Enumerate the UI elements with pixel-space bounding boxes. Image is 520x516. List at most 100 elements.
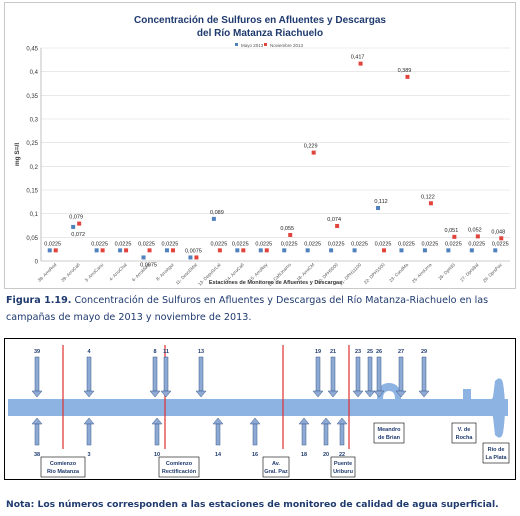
- river-diagram-panel: 39 4 8 11 13 19 21 23 25 26 27 29 38 3 10 14 16 18 20 22 Com…: [4, 338, 516, 480]
- label-line: de Brian: [378, 435, 401, 441]
- point-mayo: [493, 248, 498, 253]
- tributary-arrow-bottom: [151, 417, 163, 446]
- arrow-shaft: [315, 356, 321, 392]
- data-label: 0,389: [398, 68, 412, 74]
- series-noviembre: [53, 61, 504, 260]
- y-tick-label: 0,1: [30, 212, 39, 218]
- arrow-head: [395, 390, 407, 398]
- river-diagram: 39 4 8 11 13 19 21 23 25 26 27 29 38 3 10 14 16 18 20 22 Com…: [8, 345, 510, 478]
- x-tick-label: 26- DprldS: [437, 262, 456, 281]
- arrow-head: [31, 417, 43, 425]
- boundary-label: Comienzo Río Matanza: [40, 456, 86, 478]
- tributary-arrow-top: [418, 356, 430, 398]
- tributary-arrow-top: [31, 356, 43, 398]
- river-channel: [8, 399, 508, 416]
- point-noviembre: [170, 248, 175, 253]
- arrow-shaft: [355, 356, 361, 392]
- data-label: 0,0225: [398, 241, 415, 247]
- point-mayo: [305, 248, 310, 253]
- series-mayo: [47, 205, 498, 260]
- data-label: 0,122: [421, 194, 435, 200]
- x-tick-label: 39- ArroCañ: [60, 262, 81, 283]
- station-number-bottom: 14: [215, 452, 222, 458]
- arrow-head: [212, 417, 224, 425]
- station-number-top: 8: [153, 349, 156, 355]
- arrow-head: [364, 390, 376, 398]
- data-label: 0,0225: [91, 241, 108, 247]
- tributary-arrow-top: [83, 356, 95, 398]
- station-number-bottom: 3: [87, 452, 90, 458]
- arrow-shaft: [252, 423, 258, 446]
- data-label: 0,229: [304, 144, 318, 150]
- label-box: [158, 456, 200, 478]
- label-line: Comienzo: [50, 461, 77, 467]
- label-line: La Plata: [485, 455, 507, 461]
- data-label: 0,417: [351, 55, 365, 61]
- data-label: 0,0225: [210, 241, 227, 247]
- data-label: 0,0225: [468, 241, 485, 247]
- x-tick-label: 22- DPH1500: [363, 262, 386, 285]
- arrow-head: [149, 390, 161, 398]
- station-number-top: 4: [87, 349, 91, 355]
- station-number-top: 19: [315, 349, 321, 355]
- legend-marker-mayo: [235, 43, 238, 46]
- point-noviembre: [358, 61, 363, 66]
- y-axis-label: mg S=/l: [14, 143, 21, 166]
- data-label: 0,0225: [492, 241, 509, 247]
- tributary-arrow-bottom: [83, 417, 95, 446]
- station-number-bottom: 38: [34, 452, 40, 458]
- arrow-shaft: [152, 356, 158, 392]
- data-label: 0,072: [71, 232, 85, 238]
- data-label: 0,0225: [281, 241, 298, 247]
- tributary-arrow-bottom: [320, 417, 332, 446]
- arrow-shaft: [339, 423, 345, 446]
- label-line: Meandro: [378, 427, 402, 433]
- label-box: [262, 456, 290, 478]
- tributary-arrow-top: [195, 356, 207, 398]
- station-number-bottom: 16: [252, 452, 258, 458]
- y-tick-label: 0: [35, 260, 39, 266]
- x-tick-label: 18- ArroCM: [296, 262, 316, 282]
- data-label: 0,0225: [304, 241, 321, 247]
- point-noviembre: [452, 234, 457, 239]
- tributary-arrow-top: [364, 356, 376, 398]
- point-mayo: [211, 216, 216, 221]
- arrow-head: [249, 417, 261, 425]
- tributary-arrow-bottom: [212, 417, 224, 446]
- point-noviembre: [335, 223, 340, 228]
- point-noviembre: [428, 201, 433, 206]
- point-mayo: [282, 248, 287, 253]
- arrow-head: [31, 390, 43, 398]
- arrow-head: [312, 390, 324, 398]
- arrow-shaft: [154, 423, 160, 446]
- point-mayo: [235, 248, 240, 253]
- arrow-shaft: [421, 356, 427, 392]
- x-tick-label: 23- CondMa: [388, 262, 409, 283]
- station-number-top: 29: [421, 349, 427, 355]
- arrow-head: [320, 417, 332, 425]
- data-label: 0,0225: [232, 241, 249, 247]
- label-box: [482, 442, 510, 464]
- boundary-label: Av. Gral. Paz: [262, 456, 290, 478]
- point-mayo: [446, 248, 451, 253]
- y-tick-label: 0,05: [26, 236, 38, 242]
- point-noviembre: [475, 234, 480, 239]
- point-noviembre: [499, 236, 504, 241]
- arrow-shaft: [330, 356, 336, 392]
- figure-caption-text: Concentración de Sulfuros en Afluentes y…: [6, 295, 489, 323]
- point-mayo: [376, 205, 381, 210]
- x-tick-label: 38- ArroRod: [37, 262, 58, 283]
- point-noviembre: [194, 255, 199, 260]
- arrow-shaft: [86, 423, 92, 446]
- arrow-head: [327, 390, 339, 398]
- tributary-arrow-bottom: [298, 417, 310, 446]
- station-number-top: 23: [355, 349, 361, 355]
- boundary-label: Comienzo Rectificación: [158, 456, 200, 478]
- station-number-top: 11: [163, 349, 169, 355]
- y-tick-label: 0,4: [30, 70, 39, 76]
- point-mayo: [469, 248, 474, 253]
- station-number-bottom: 18: [301, 452, 307, 458]
- tributary-arrow-top: [312, 356, 324, 398]
- x-tick-label: 25- ArroUrna: [411, 262, 433, 284]
- arrow-shaft: [215, 423, 221, 446]
